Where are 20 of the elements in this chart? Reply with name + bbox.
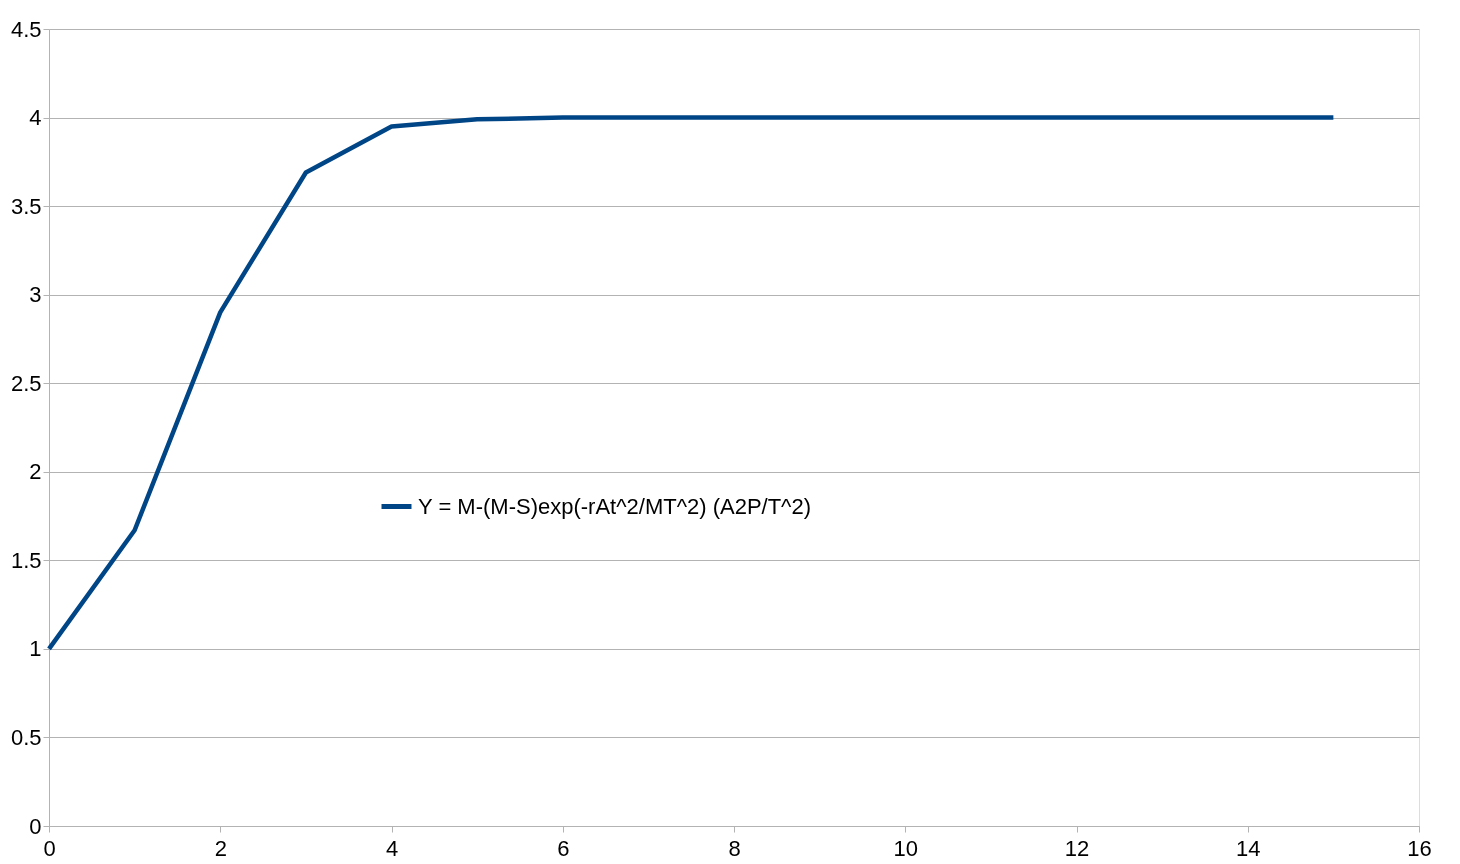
x-tick-label: 4 [385,835,399,861]
y-tick-label: 0 [29,813,42,839]
x-tick-label: 16 [1407,835,1432,861]
y-tick-label: 1.5 [10,547,42,573]
y-tick-label: 0.5 [10,724,42,750]
legend-label: Y = M-(M-S)exp(-rAt^2/MT^2) (A2P/T^2) [418,493,811,519]
y-tick-label: 4 [29,105,42,131]
y-tick-label: 1 [29,636,42,662]
x-tick-label: 2 [214,835,227,861]
line-series [46,115,1336,652]
x-tick-label: 10 [893,835,918,861]
y-tick-label: 3.5 [10,193,42,219]
x-tick-label: 12 [1064,835,1090,861]
x-tick-label: 6 [557,835,570,861]
y-tick-label: 2.5 [10,370,42,396]
y-tick-label: 4.5 [10,16,42,42]
y-tick-label: 3 [29,282,42,308]
x-tick-label: 14 [1236,835,1261,861]
y-tick-label: 2 [29,459,42,485]
x-tick-label: 8 [728,835,741,861]
